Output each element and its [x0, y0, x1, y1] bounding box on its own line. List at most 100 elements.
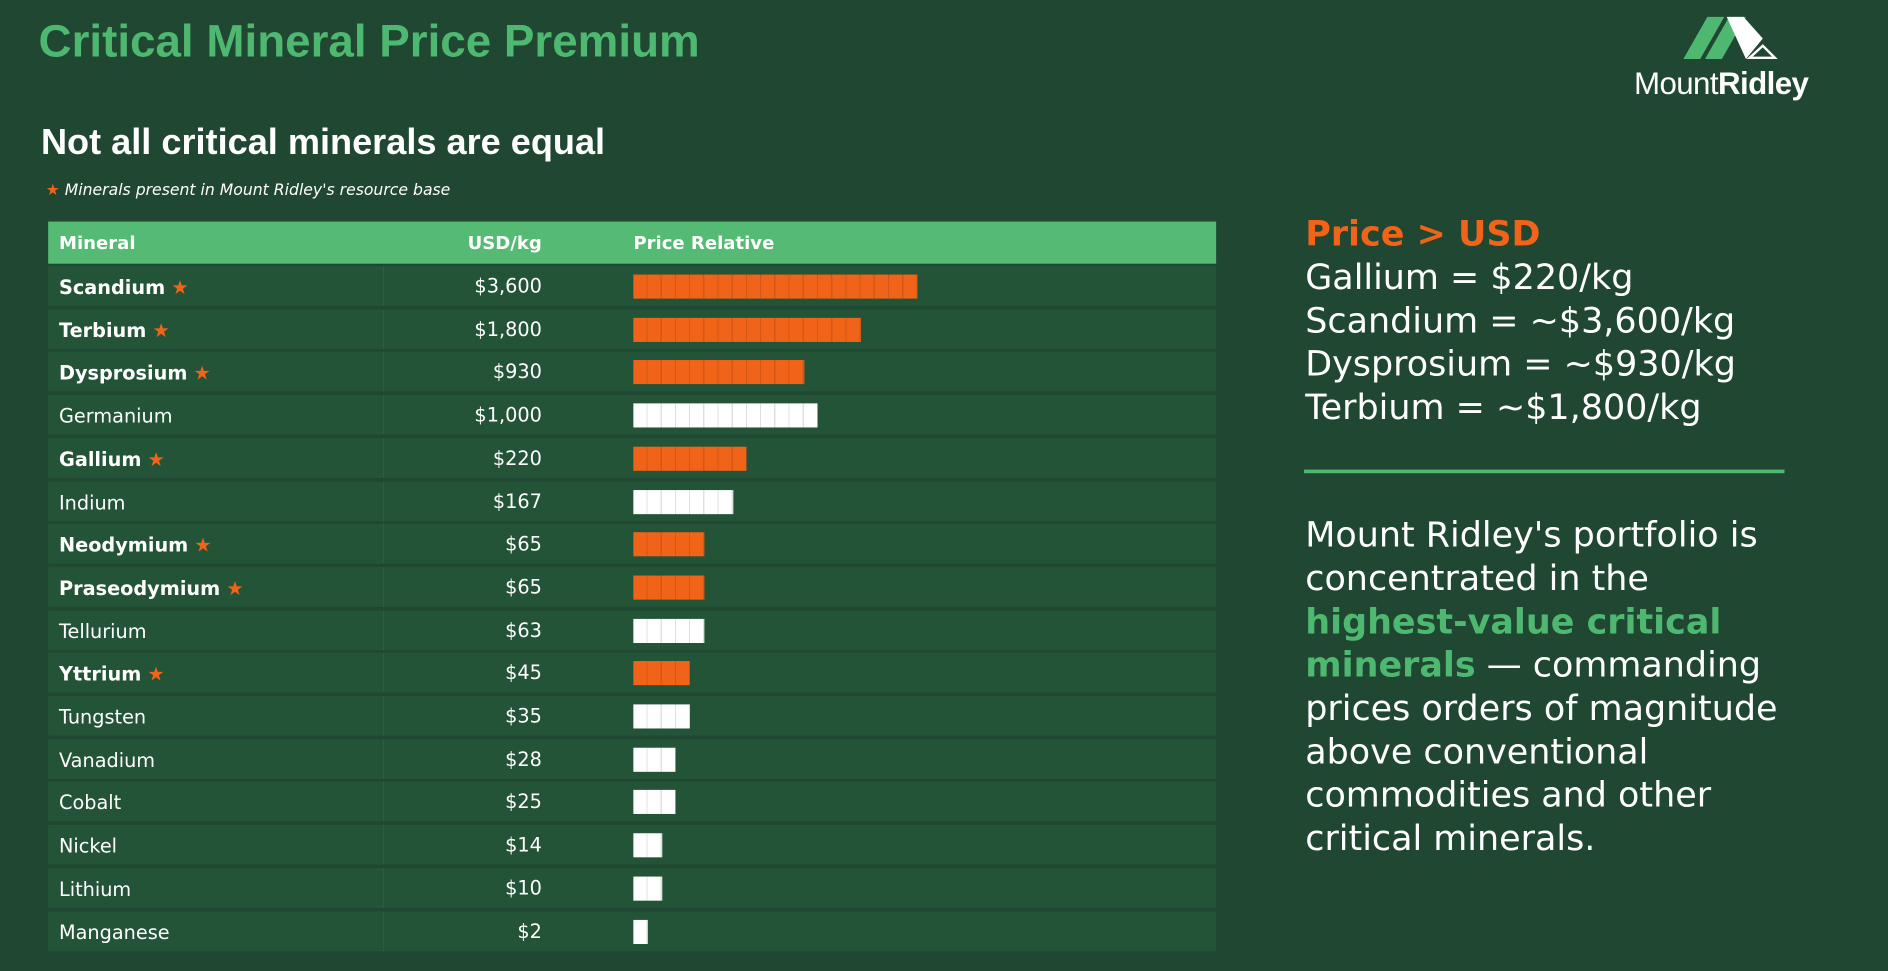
bar: [633, 403, 819, 428]
star-icon: ★: [45, 181, 65, 200]
mineral-name: Neodymium: [59, 533, 189, 557]
bar: [633, 833, 662, 858]
table-header: Mineral USD/kg Price Relative: [48, 221, 1217, 264]
bar: [633, 274, 918, 299]
mineral-name: Germanium: [59, 404, 173, 428]
mineral-name: Cobalt: [59, 791, 122, 815]
bar: [633, 790, 676, 815]
mineral-cell: Dysprosium ★: [59, 362, 211, 385]
star-icon: ★: [187, 361, 211, 385]
table-row: Manganese $2: [48, 910, 1217, 951]
table-row: Nickel $14: [48, 824, 1217, 865]
mineral-name: Dysprosium: [59, 361, 188, 385]
price-cell: $3,600: [474, 274, 542, 298]
bar: [633, 317, 861, 342]
highlight: highest-value critical minerals: [1305, 600, 1722, 686]
column-header: Mineral: [59, 232, 136, 255]
star-icon: ★: [165, 275, 189, 299]
mineral-cell: Tellurium: [59, 620, 147, 643]
mineral-cell: Tungsten: [59, 706, 146, 729]
text: Mount Ridley's portfolio is concentrated…: [1305, 514, 1758, 599]
price-line: Gallium = $220/kg: [1305, 256, 1634, 298]
column-header: USD/kg: [467, 232, 542, 255]
table-row: Praseodymium ★ $65: [48, 566, 1217, 607]
price-cell: $1,000: [474, 403, 542, 427]
column-separator: [382, 309, 385, 349]
table-row: Gallium ★ $220: [48, 438, 1217, 478]
table-row: Tungsten $35: [48, 695, 1217, 736]
mineral-cell: Praseodymium ★: [59, 577, 244, 600]
price-cell: $2: [517, 919, 542, 943]
column-separator: [382, 524, 385, 564]
mineral-name: Yttrium: [59, 662, 142, 686]
price-cell: $930: [492, 360, 542, 384]
star-icon: ★: [146, 318, 170, 342]
bar: [633, 532, 705, 557]
table-row: Germanium $1,000: [48, 395, 1217, 435]
paragraph: Mount Ridley's portfolio is concentrated…: [1305, 513, 1811, 860]
table-row: Yttrium ★ $45: [48, 652, 1217, 693]
mineral-cell: Gallium ★: [59, 448, 165, 471]
price-line: Scandium = ~$3,600/kg: [1305, 299, 1736, 341]
table-row: Scandium ★ $3,600: [48, 266, 1217, 306]
column-separator: [382, 695, 385, 736]
subtitle: Not all critical minerals are equal: [40, 122, 606, 163]
mineral-cell: Vanadium: [59, 749, 155, 772]
mineral-cell: Nickel: [59, 835, 117, 858]
price-cell: $35: [505, 704, 542, 728]
mineral-cell: Indium: [59, 491, 125, 514]
bar: [633, 360, 804, 385]
mineral-name: Tellurium: [59, 619, 147, 643]
column-separator: [382, 481, 385, 521]
price-line: Dysprosium = ~$930/kg: [1305, 343, 1736, 385]
mineral-name: Indium: [59, 490, 126, 514]
mineral-name: Lithium: [59, 877, 132, 901]
logo-word: Ridley: [1717, 65, 1809, 102]
column-header: Price Relative: [633, 232, 775, 255]
table-row: Lithium $10: [48, 867, 1217, 908]
mineral-name: Scandium: [59, 275, 166, 299]
column-separator: [382, 910, 385, 951]
logo-word: Mount: [1633, 65, 1719, 102]
mineral-name: Tungsten: [59, 705, 147, 729]
mineral-name: Vanadium: [59, 748, 156, 772]
column-separator: [382, 609, 385, 650]
note-text: Minerals present in Mount Ridley's resou…: [64, 181, 451, 200]
price-cell: $65: [505, 575, 542, 599]
logo-text: MountRidley: [1633, 65, 1809, 102]
mineral-cell: Scandium ★: [59, 276, 189, 299]
price-cell: $167: [492, 489, 542, 513]
divider: [1304, 469, 1785, 474]
star-icon: ★: [141, 662, 165, 686]
table-row: Cobalt $25: [48, 781, 1217, 822]
bar: [633, 747, 676, 772]
price-cell: $220: [492, 446, 542, 470]
bar: [633, 704, 691, 729]
table-row: Terbium ★ $1,800: [48, 309, 1217, 349]
column-separator: [382, 395, 385, 435]
column-separator: [382, 781, 385, 822]
text: — commanding prices orders of magnitude …: [1305, 644, 1778, 859]
price-cell: $28: [505, 747, 542, 771]
mineral-name: Praseodymium: [59, 576, 221, 600]
price-cell: $14: [505, 833, 542, 857]
price-cell: $10: [505, 876, 542, 900]
mineral-name: Manganese: [59, 920, 170, 944]
column-separator: [382, 438, 385, 478]
bar: [633, 575, 705, 600]
mineral-cell: Lithium: [59, 878, 131, 901]
table-row: Tellurium $63: [48, 609, 1217, 650]
mineral-name: Nickel: [59, 834, 118, 858]
column-separator: [382, 352, 385, 392]
title: Critical Mineral Price Premium: [38, 16, 700, 68]
price-cell: $65: [505, 532, 542, 556]
bar: [633, 876, 662, 901]
logo-mark: [1683, 16, 1778, 60]
column-separator: [382, 867, 385, 908]
mineral-cell: Yttrium ★: [59, 663, 165, 686]
table-row: Dysprosium ★ $930: [48, 352, 1217, 392]
price-cell: $63: [505, 618, 542, 642]
mineral-cell: Neodymium ★: [59, 534, 212, 557]
